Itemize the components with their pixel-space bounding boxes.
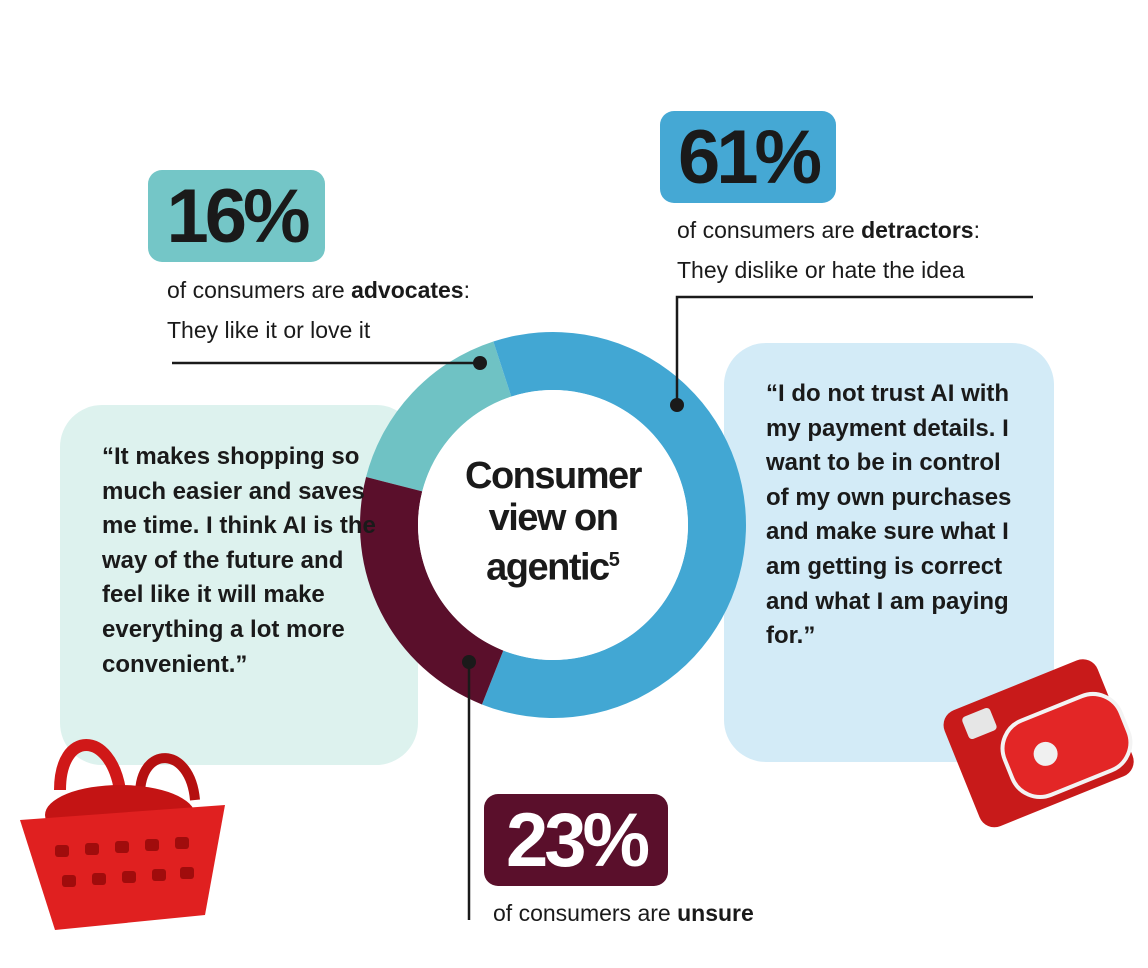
quote: “I do not trust AI with my payment detai… [766,380,1012,650]
value-badge: 23% [484,794,668,886]
donut [360,332,747,718]
caption-tail: : [463,277,470,303]
caption-line: They like it or love it [167,317,371,343]
caption: of consumers are detractors: They dislike… [677,210,980,290]
value-label: 61% [677,114,822,200]
title-text: Consumer view on agentic [465,455,642,589]
caption-lead: of consumers are [167,277,352,303]
quote: “It makes shopping so much easier and sa… [102,443,376,678]
caption: of consumers are unsure [493,893,754,933]
caption-tail: : [973,217,980,243]
wallet-icon [943,659,1134,828]
caption-lead: of consumers are [677,217,862,243]
donut-hole [418,390,688,660]
value-badge: 16% [148,170,325,262]
value-label: 23% [505,797,650,883]
leader-dot [473,356,487,370]
donut-segment [481,332,747,718]
category: unsure [677,900,754,926]
donut-segment [366,341,512,492]
value-label: 16% [166,173,310,259]
value-badge: 61% [660,111,836,203]
category: advocates [351,277,464,303]
caption-line: They dislike or hate the idea [677,257,965,283]
caption-lead: of consumers are [493,900,678,926]
title-note: 5 [608,549,620,571]
basket-icon [20,739,225,930]
leader-lines [172,295,1033,920]
chart-title: Consumer view on agentic5 [443,455,663,589]
donut-segment [360,477,504,705]
caption: of consumers are advocates: They like it … [167,270,470,350]
quote-box [60,405,418,765]
leader-dot [670,398,684,412]
leader-line [675,295,1033,405]
leader-dot [462,655,476,669]
category: detractors [861,217,974,243]
